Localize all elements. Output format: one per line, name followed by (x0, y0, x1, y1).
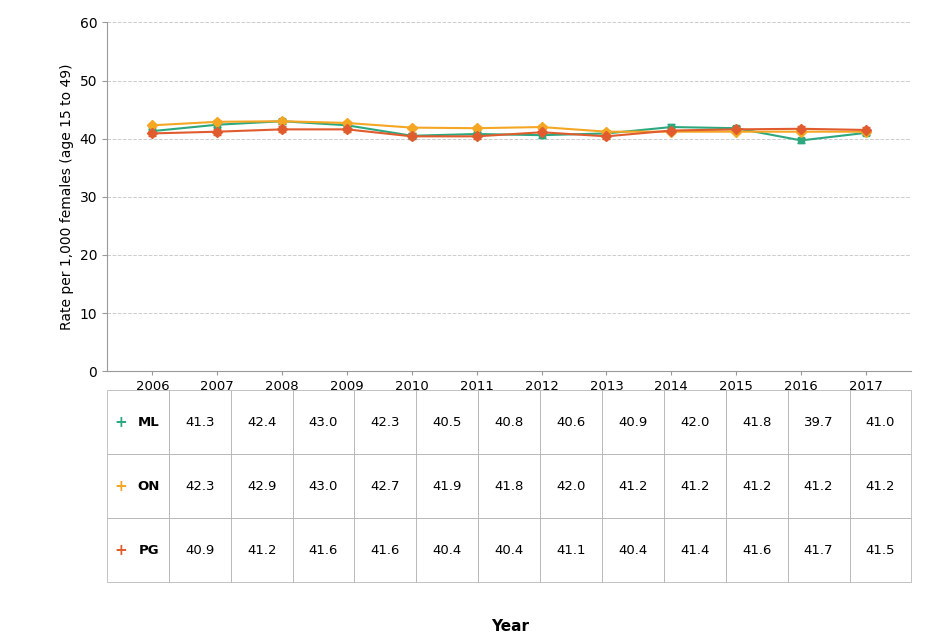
Text: PG: PG (139, 544, 159, 557)
Text: Year: Year (491, 619, 528, 634)
Text: ML: ML (139, 416, 160, 429)
Text: +: + (114, 543, 127, 558)
Text: ON: ON (138, 480, 160, 493)
Y-axis label: Rate per 1,000 females (age 15 to 49): Rate per 1,000 females (age 15 to 49) (60, 63, 74, 330)
Text: +: + (114, 415, 127, 430)
Text: +: + (114, 479, 127, 494)
